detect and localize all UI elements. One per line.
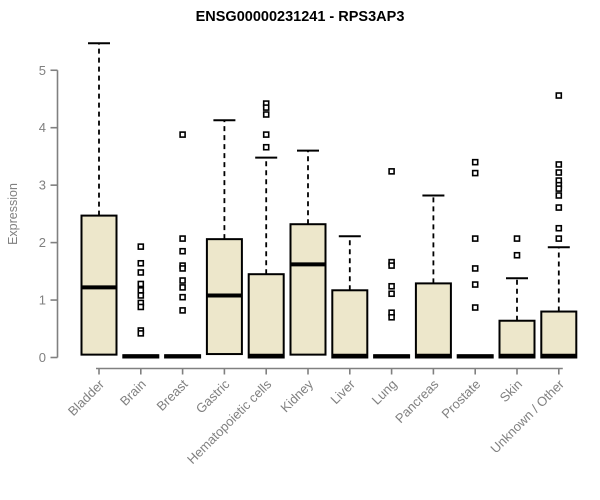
x-tick-label: Unknown / Other [487, 376, 567, 456]
outlier-point [179, 277, 186, 284]
outlier-point [137, 286, 145, 294]
outlier-point [179, 307, 186, 314]
outlier-point [471, 169, 479, 177]
outlier-point [262, 143, 270, 151]
x-tick-label: Bladder [65, 376, 108, 419]
outlier-point [179, 293, 186, 301]
outlier-point [179, 235, 186, 242]
outlier-point [388, 313, 395, 321]
outlier-point [555, 224, 563, 232]
outlier-point [262, 131, 270, 138]
outlier-point [262, 104, 270, 111]
y-tick-label: 2 [39, 235, 46, 250]
x-tick-label: Pancreas [392, 376, 442, 426]
box-kidney [289, 223, 327, 356]
outlier-point [388, 290, 395, 298]
chart-title: ENSG00000231241 - RPS3AP3 [196, 9, 405, 25]
outlier-point [513, 251, 521, 259]
outlier-point [388, 262, 395, 269]
outlier-point [388, 168, 395, 175]
outlier-point [555, 92, 563, 99]
y-tick-label: 4 [39, 120, 46, 135]
outlier-point [137, 243, 145, 250]
outlier-point [137, 259, 145, 267]
outlier-point [262, 111, 270, 118]
outlier-point [179, 131, 186, 138]
box-bladder [80, 214, 118, 356]
outlier-point [137, 269, 145, 276]
outlier-point [471, 235, 479, 242]
x-tick-label: Gastric [193, 376, 233, 416]
outlier-point [471, 304, 479, 311]
box-liver [331, 289, 369, 359]
box-hematopoietic-cells [247, 273, 285, 359]
outlier-point [513, 235, 521, 242]
x-tick-label: Lung [369, 377, 400, 408]
x-tick-label: Kidney [277, 376, 316, 415]
box-pancreas [414, 282, 452, 359]
outlier-point [179, 247, 186, 255]
outlier-point [555, 235, 563, 242]
outlier-point [388, 282, 395, 290]
box-skin [498, 319, 536, 359]
x-tick-label: Brain [117, 377, 149, 409]
outlier-point [137, 303, 145, 311]
outlier-point [555, 185, 563, 192]
outlier-point [137, 330, 145, 337]
x-tick-label: Breast [154, 376, 191, 413]
outlier-point [137, 280, 145, 288]
y-tick-label: 0 [39, 350, 46, 365]
outlier-point [555, 204, 563, 211]
outlier-point [555, 169, 563, 176]
outlier-point [555, 192, 563, 199]
box-unknown-other [540, 310, 578, 359]
outlier-point [471, 265, 479, 272]
x-tick-label: Skin [497, 377, 525, 405]
x-tick-label: Liver [327, 376, 358, 407]
outlier-point [137, 292, 145, 299]
y-tick-label: 5 [39, 63, 46, 78]
outlier-point [471, 281, 479, 288]
outlier-point [179, 284, 186, 291]
y-tick-label: 1 [39, 293, 46, 308]
outlier-point [555, 161, 563, 168]
y-axis-label: Expression [6, 183, 20, 245]
outlier-point [471, 158, 479, 166]
x-tick-label: Prostate [438, 377, 483, 422]
y-tick-label: 3 [39, 178, 46, 193]
outlier-point [179, 265, 186, 272]
